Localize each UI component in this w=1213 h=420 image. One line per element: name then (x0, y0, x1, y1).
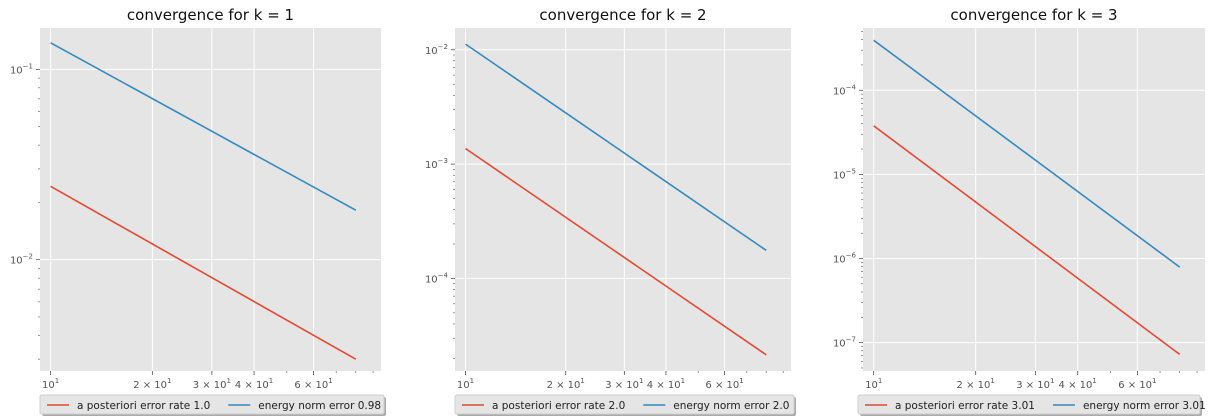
x-tick-label: 3 × 101 (1016, 377, 1054, 391)
chart-panel-2: 101 2 × 101 3 × 101 4 × 101 6 × 101 10−2 10−3 1… (425, 6, 796, 416)
legend-entry: a posteriori error rate 1.0 (77, 400, 210, 412)
legend: a posteriori error rate 3.01 energy norm … (857, 394, 1206, 416)
x-tick-label: 101 (42, 377, 59, 391)
plot-area (40, 28, 381, 371)
series-line-energy-norm (873, 39, 1181, 268)
x-tick-label: 3 × 101 (193, 377, 231, 391)
x-tick-label: 101 (457, 377, 474, 391)
x-tick-label: 2 × 101 (957, 377, 995, 391)
legend-entry: a posteriori error rate 3.01 (895, 400, 1035, 412)
chart-title: convergence for k = 3 (950, 6, 1117, 24)
y-tick-label: 10−5 (833, 167, 856, 181)
y-tick-label: 10−7 (833, 336, 856, 350)
x-tick-label: 101 (865, 377, 882, 391)
legend-entry: energy norm error 0.98 (258, 400, 381, 412)
chart-title: convergence for k = 2 (539, 6, 706, 24)
legend: a posteriori error rate 1.0 energy norm e… (39, 394, 386, 416)
x-tick-label: 4 × 101 (647, 377, 685, 391)
y-tick-label: 10−3 (425, 157, 448, 171)
x-tick-label: 4 × 101 (235, 377, 273, 391)
chart-panel-1: 101 2 × 101 3 × 101 4 × 101 6 × 101 10−1 10−2 c… (10, 6, 386, 416)
x-tick-label: 2 × 101 (133, 377, 171, 391)
series-line-a-posteriori (873, 125, 1181, 356)
series-line-energy-norm (50, 42, 357, 211)
y-tick-label: 10−4 (833, 83, 857, 97)
legend-entry: a posteriori error rate 2.0 (492, 400, 625, 412)
chart-panel-3: 101 2 × 101 3 × 101 4 × 101 6 × 101 10−4 10−5 1… (833, 6, 1206, 416)
plot-area (863, 28, 1205, 371)
y-tick-label: 10−4 (425, 271, 449, 285)
x-tick-label: 6 × 101 (705, 377, 743, 391)
y-tick-label: 10−2 (10, 253, 33, 267)
legend-entry: energy norm error 2.0 (673, 400, 789, 412)
legend-box (857, 394, 1201, 415)
y-tick-label: 10−6 (833, 252, 857, 266)
series-line-energy-norm (465, 43, 767, 252)
x-tick-label: 3 × 101 (605, 377, 643, 391)
legend: a posteriori error rate 2.0 energy norm e… (454, 394, 796, 416)
y-tick-label: 10−2 (425, 43, 448, 57)
legend-entry: energy norm error 3.01 (1083, 400, 1206, 412)
series-line-a-posteriori (50, 185, 357, 360)
series-line-a-posteriori (465, 147, 767, 356)
chart-title: convergence for k = 1 (127, 6, 294, 24)
x-tick-label: 4 × 101 (1059, 377, 1097, 391)
x-tick-label: 6 × 101 (294, 377, 332, 391)
legend-box (39, 394, 385, 415)
y-tick-label: 10−1 (10, 62, 33, 76)
plot-area (455, 28, 791, 371)
x-tick-label: 6 × 101 (1118, 377, 1156, 391)
x-tick-label: 2 × 101 (547, 377, 585, 391)
legend-box (454, 394, 795, 415)
